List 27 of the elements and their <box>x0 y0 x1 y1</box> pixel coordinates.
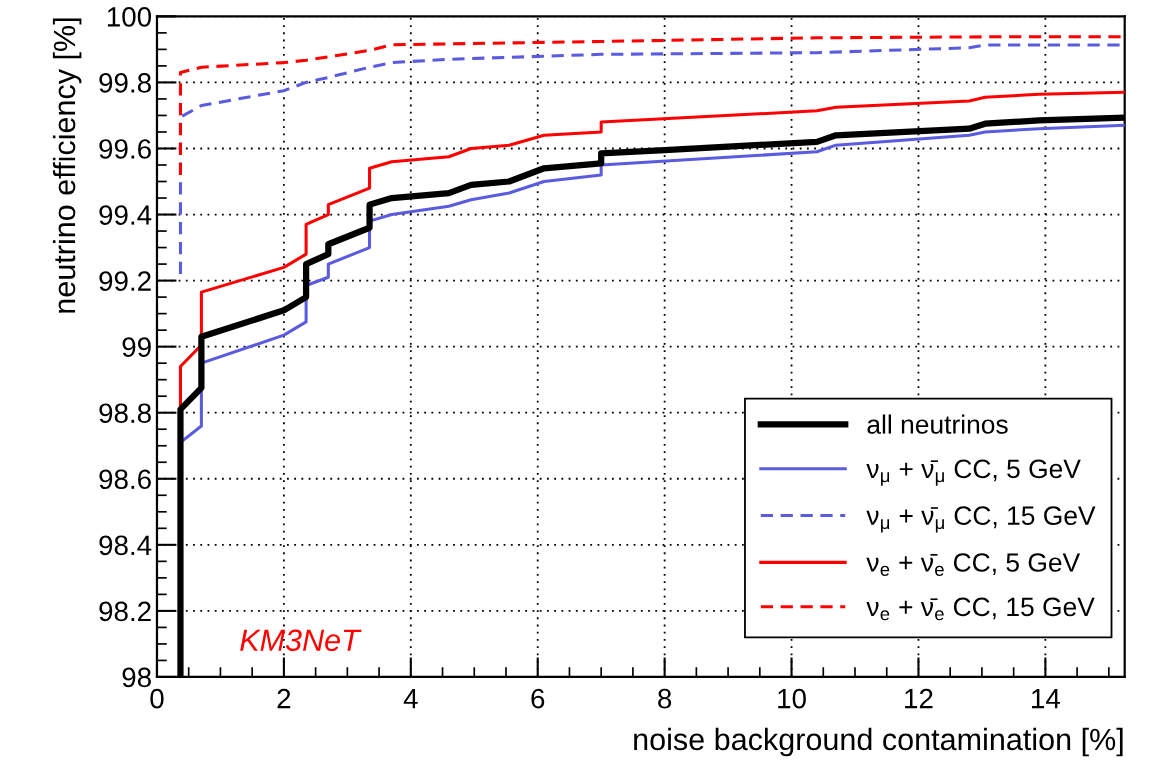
y-tick-label: 98.6 <box>99 469 151 490</box>
x-tick-label: 6 <box>531 688 545 709</box>
legend-label: ν$_{μ}$ + ν̄$_{μ}$ CC, 5 GeV <box>866 459 1081 486</box>
x-tick-label: 2 <box>277 688 291 709</box>
x-axis-title: noise background contamination [%] <box>634 727 1123 757</box>
y-tick-label: 99.2 <box>99 271 151 291</box>
x-tick-label: 12 <box>905 688 933 709</box>
x-tick-label: 4 <box>403 689 418 709</box>
annotation: KM3NeT <box>240 629 362 652</box>
y-tick-label: 98.8 <box>99 403 151 424</box>
y-tick-label: 99.8 <box>99 73 151 93</box>
y-tick-label: 99.6 <box>99 139 151 159</box>
y-tick-label: 99 <box>122 337 151 357</box>
y-axis-title: neutrino efficiency [%] <box>52 18 82 313</box>
y-tick-label: 98.2 <box>99 601 151 622</box>
legend-label: ν$_{e}$ + ν̄$_{e}$ CC, 15 GeV <box>866 597 1095 621</box>
legend-label: all neutrinos <box>867 414 1008 434</box>
x-tick-label: 0 <box>150 688 164 709</box>
y-tick-label: 98.4 <box>99 535 152 556</box>
x-tick-label: 10 <box>778 688 806 709</box>
x-tick-label: 14 <box>1032 689 1061 709</box>
y-tick-label: 98 <box>122 667 151 688</box>
y-tick-label: 99.4 <box>99 205 152 225</box>
legend-label: ν$_{μ}$ + ν̄$_{μ}$ CC, 15 GeV <box>866 506 1096 533</box>
y-tick-label: 100 <box>107 7 152 27</box>
x-tick-label: 8 <box>658 688 672 709</box>
legend-label: ν$_{e}$ + ν̄$_{e}$ CC, 5 GeV <box>866 553 1081 576</box>
